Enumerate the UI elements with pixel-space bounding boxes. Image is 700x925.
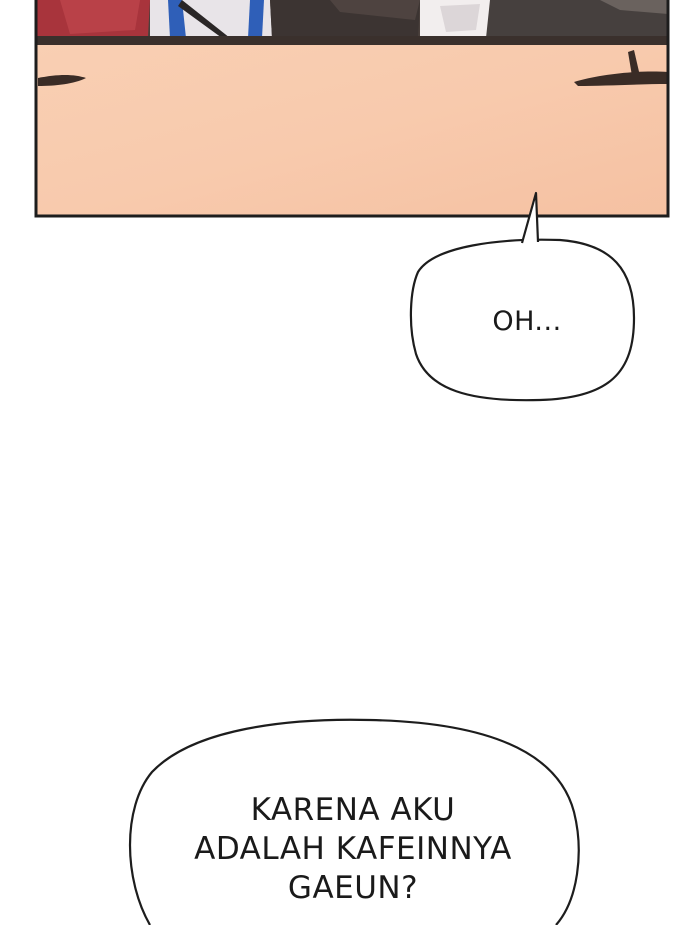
- speech-line: KARENA AKU: [250, 792, 456, 828]
- speech-text-oh: OH...: [412, 305, 642, 339]
- speech-bubble-karena: [128, 718, 580, 925]
- speech-bubble-oh: [409, 191, 636, 402]
- panel-border: [34, 0, 670, 218]
- panel-stroke-right: [574, 71, 668, 86]
- speech-text-karena: KARENA AKU ADALAH KAFEINNYA GAEUN?: [128, 791, 578, 908]
- panel-stroke-left: [38, 75, 86, 86]
- speech-line: OH...: [492, 306, 562, 337]
- speech-line: ADALAH KAFEINNYA: [194, 831, 512, 867]
- panel-skin-area: [36, 44, 668, 216]
- panel-top-strip: [36, 0, 668, 45]
- speech-line: GAEUN?: [287, 870, 419, 906]
